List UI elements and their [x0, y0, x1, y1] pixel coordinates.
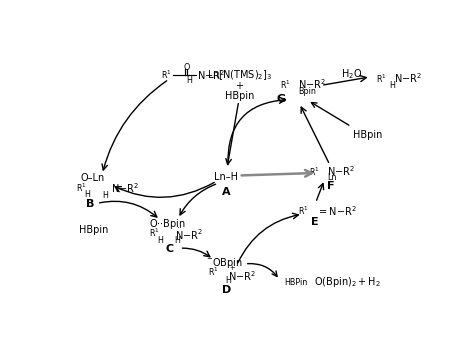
- Text: $\mathsf{R^1}$: $\mathsf{R^1}$: [149, 226, 160, 239]
- Text: $\mathsf{N{-}R^2}$: $\mathsf{N{-}R^2}$: [394, 72, 422, 85]
- Text: C: C: [165, 244, 173, 254]
- Text: Ln–H: Ln–H: [214, 172, 238, 182]
- Text: H: H: [84, 190, 90, 199]
- Text: $\mathsf{\ddot{O}{\cdot}{\cdot}Bpin}$: $\mathsf{\ddot{O}{\cdot}{\cdot}Bpin}$: [149, 215, 186, 232]
- Text: +: +: [235, 81, 243, 91]
- Text: HBpin: HBpin: [353, 130, 383, 140]
- Text: $\mathsf{R^1}$: $\mathsf{R^1}$: [280, 78, 291, 91]
- Text: $\mathsf{N{-}R^2}$: $\mathsf{N{-}R^2}$: [197, 68, 225, 82]
- Text: $\mathsf{R^1}$: $\mathsf{R^1}$: [376, 72, 387, 85]
- Text: $\mathsf{Ln[N(TMS)_2]_3}$: $\mathsf{Ln[N(TMS)_2]_3}$: [207, 68, 272, 82]
- Text: A: A: [222, 187, 231, 197]
- Text: H: H: [157, 236, 163, 245]
- Text: $\mathsf{\overset{+}{N}{-}R^2}$: $\mathsf{\overset{+}{N}{-}R^2}$: [228, 265, 256, 283]
- Text: $\mathsf{R^1}$: $\mathsf{R^1}$: [298, 205, 309, 217]
- Text: E: E: [311, 217, 319, 227]
- Text: $\mathsf{O(Bpin)_2 + H_2}$: $\mathsf{O(Bpin)_2 + H_2}$: [314, 275, 381, 289]
- Text: HBPin: HBPin: [284, 277, 308, 287]
- Text: $\mathsf{\ddot{N}{-}R^2}$: $\mathsf{\ddot{N}{-}R^2}$: [175, 226, 203, 241]
- Text: $\mathsf{N{-}R^2}$: $\mathsf{N{-}R^2}$: [328, 164, 356, 178]
- Text: $\mathsf{R^1}$: $\mathsf{R^1}$: [161, 69, 171, 81]
- Text: H: H: [187, 77, 192, 85]
- Text: Ln: Ln: [328, 173, 337, 182]
- Text: $\mathsf{R^1}$: $\mathsf{R^1}$: [310, 165, 320, 178]
- Text: HBpin: HBpin: [80, 225, 109, 235]
- Text: $\mathsf{H_2O}$: $\mathsf{H_2O}$: [341, 67, 362, 81]
- Text: H: H: [102, 191, 108, 199]
- Text: F: F: [328, 181, 335, 191]
- Text: O–Ln: O–Ln: [80, 173, 104, 183]
- Text: D: D: [222, 285, 231, 295]
- Text: H: H: [225, 276, 231, 285]
- Text: $\mathsf{=N{-}R^2}$: $\mathsf{=N{-}R^2}$: [317, 204, 357, 218]
- Text: HBpin: HBpin: [225, 91, 254, 101]
- Text: $\mathsf{^{-}OBpin}$: $\mathsf{^{-}OBpin}$: [206, 256, 243, 270]
- Text: $\mathsf{R^1}$: $\mathsf{R^1}$: [76, 181, 87, 194]
- Text: B: B: [86, 198, 95, 209]
- Text: $\mathsf{N{-}R^2}$: $\mathsf{N{-}R^2}$: [298, 78, 326, 91]
- Text: G: G: [277, 95, 286, 104]
- Text: Bpin: Bpin: [298, 87, 316, 96]
- Text: $\mathsf{R^1}$: $\mathsf{R^1}$: [208, 266, 219, 278]
- Text: $\mathsf{N{-}R^2}$: $\mathsf{N{-}R^2}$: [110, 181, 138, 195]
- Text: O: O: [184, 63, 190, 72]
- Text: H: H: [389, 81, 395, 90]
- Text: H: H: [174, 236, 180, 245]
